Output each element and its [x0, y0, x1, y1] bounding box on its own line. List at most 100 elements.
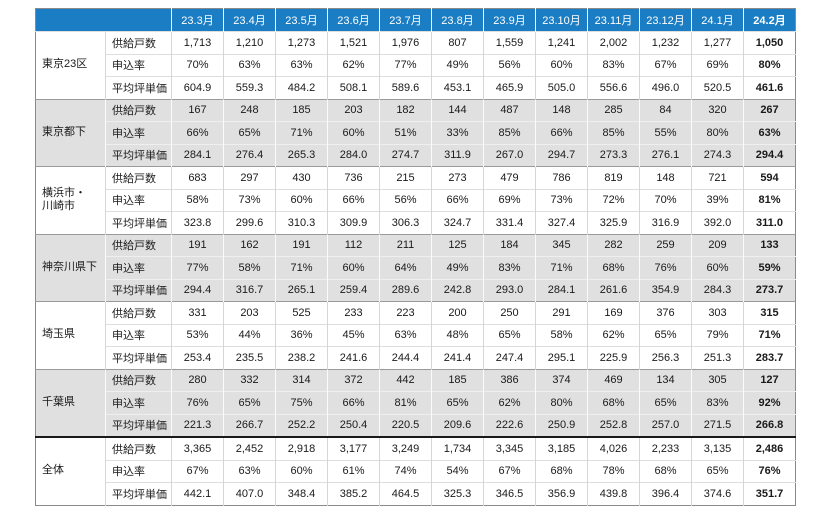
data-cell: 469 — [587, 368, 640, 392]
data-cell: 85% — [587, 121, 640, 144]
metric-label: 供給戸数 — [105, 368, 172, 392]
monthly-condo-supply-table: 23.3月 23.4月 23.5月 23.6月 23.7月 23.8月 23.9月 23.10… — [35, 8, 796, 506]
data-cell: 76% — [639, 256, 692, 279]
data-cell: 75% — [275, 391, 328, 414]
metric-label: 申込率 — [105, 391, 172, 414]
data-cell: 283.7 — [743, 346, 796, 369]
region-label: 横浜市・ 川崎市 — [35, 166, 106, 234]
data-cell: 73% — [535, 188, 588, 212]
data-cell: 92% — [743, 391, 796, 414]
data-cell: 63% — [379, 323, 432, 347]
data-cell: 58% — [223, 256, 276, 279]
data-cell: 453.1 — [431, 76, 484, 99]
data-cell: 559.3 — [223, 76, 276, 99]
data-cell: 556.6 — [587, 76, 640, 99]
data-cell: 252.8 — [587, 413, 640, 437]
data-cell: 54% — [431, 459, 484, 483]
data-cell: 65% — [639, 391, 692, 414]
data-cell: 604.9 — [171, 76, 224, 99]
data-cell: 69% — [691, 53, 744, 77]
data-cell: 56% — [379, 188, 432, 212]
data-cell: 2,002 — [587, 31, 640, 54]
data-cell: 242.8 — [431, 278, 484, 302]
data-cell: 60% — [691, 256, 744, 279]
data-cell: 4,026 — [587, 436, 640, 460]
data-cell: 63% — [743, 121, 796, 144]
table-row: 平均坪単価 221.3 266.7 252.2 250.4 220.5 209.6 222.6… — [36, 413, 796, 437]
data-cell: 294.4 — [171, 278, 224, 302]
table-row: 申込率 67% 63% 60% 61% 74% 54% 67% 68% 78% 68% 65% 76% — [36, 459, 796, 483]
data-cell: 83% — [483, 256, 536, 279]
data-cell: 62% — [483, 391, 536, 414]
data-cell: 81% — [379, 391, 432, 414]
data-cell: 372 — [327, 368, 380, 392]
data-cell: 589.6 — [379, 76, 432, 99]
data-cell: 3,365 — [171, 436, 224, 460]
data-cell: 125 — [431, 233, 484, 257]
data-cell: 484.2 — [275, 76, 328, 99]
data-cell: 65% — [431, 391, 484, 414]
data-cell: 203 — [327, 98, 380, 122]
data-cell: 259.4 — [327, 278, 380, 302]
data-cell: 505.0 — [535, 76, 588, 99]
data-cell: 78% — [587, 459, 640, 483]
metric-label: 平均坪単価 — [105, 211, 172, 234]
data-cell: 209.6 — [431, 413, 484, 437]
data-cell: 1,976 — [379, 31, 432, 54]
table-row: 申込率 58% 73% 60% 66% 56% 66% 69% 73% 72% 70% 39% 81% — [36, 188, 796, 212]
data-cell: 244.4 — [379, 346, 432, 369]
data-cell: 83% — [587, 53, 640, 77]
data-cell: 525 — [275, 301, 328, 324]
data-cell: 134 — [639, 368, 692, 392]
data-cell: 520.5 — [691, 76, 744, 99]
data-cell: 79% — [691, 323, 744, 347]
data-cell: 65% — [639, 323, 692, 347]
data-cell: 48% — [431, 323, 484, 347]
month-header: 23.5月 — [275, 8, 328, 32]
data-cell: 295.1 — [535, 346, 588, 369]
data-cell: 233 — [327, 301, 380, 324]
data-cell: 36% — [275, 323, 328, 347]
table-row: 申込率 53% 44% 36% 45% 63% 48% 65% 58% 62% 65% 79% 71% — [36, 323, 796, 347]
data-cell: 442 — [379, 368, 432, 392]
data-cell: 324.7 — [431, 211, 484, 234]
table-body: 東京23区 供給戸数 1,713 1,210 1,273 1,521 1,976 807 1,5… — [35, 31, 796, 505]
data-cell: 1,521 — [327, 31, 380, 54]
data-cell: 221.3 — [171, 413, 224, 437]
data-cell: 807 — [431, 31, 484, 54]
data-cell: 215 — [379, 166, 432, 189]
data-cell: 282 — [587, 233, 640, 257]
month-header: 23.12月 — [639, 8, 692, 32]
data-cell: 314 — [275, 368, 328, 392]
data-cell: 247.4 — [483, 346, 536, 369]
data-cell: 256.3 — [639, 346, 692, 369]
data-cell: 51% — [379, 121, 432, 144]
data-cell: 305 — [691, 368, 744, 392]
data-cell: 250.9 — [535, 413, 588, 437]
data-cell: 58% — [171, 188, 224, 212]
region-label: 東京都下 — [35, 98, 106, 167]
data-cell: 261.6 — [587, 278, 640, 302]
data-cell: 496.0 — [639, 76, 692, 99]
data-cell: 259 — [639, 233, 692, 257]
month-header: 23.3月 — [171, 8, 224, 32]
data-cell: 33% — [431, 121, 484, 144]
data-cell: 84 — [639, 98, 692, 122]
table-header: 23.3月 23.4月 23.5月 23.6月 23.7月 23.8月 23.9月 23.10… — [35, 8, 796, 32]
metric-label: 供給戸数 — [105, 98, 172, 122]
data-cell: 60% — [275, 459, 328, 483]
metric-label: 供給戸数 — [105, 301, 172, 324]
metric-label: 申込率 — [105, 121, 172, 144]
data-cell: 320 — [691, 98, 744, 122]
data-cell: 346.5 — [483, 482, 536, 505]
data-cell: 257.0 — [639, 413, 692, 437]
data-cell: 1,232 — [639, 31, 692, 54]
data-cell: 273.3 — [587, 143, 640, 167]
data-cell: 65% — [483, 323, 536, 347]
data-cell: 68% — [639, 459, 692, 483]
data-cell: 1,050 — [743, 31, 796, 54]
table-row: 横浜市・ 川崎市 供給戸数 683 297 430 736 215 273 479 786 819 1… — [35, 166, 796, 234]
data-cell: 203 — [223, 301, 276, 324]
data-cell: 356.9 — [535, 482, 588, 505]
data-cell: 736 — [327, 166, 380, 189]
